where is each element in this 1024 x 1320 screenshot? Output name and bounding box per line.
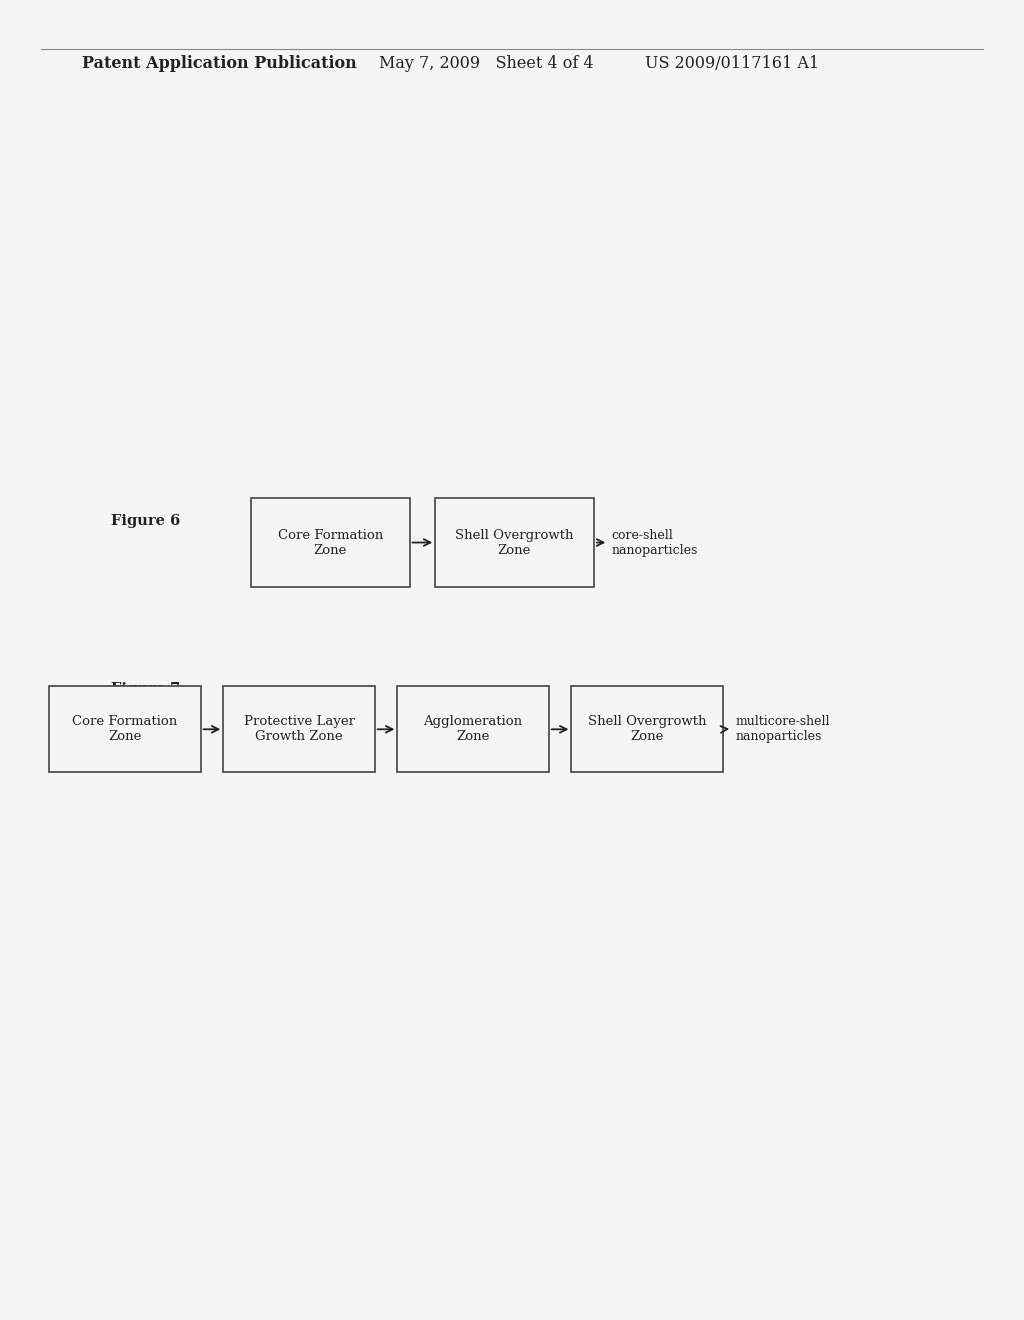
FancyBboxPatch shape: [223, 686, 375, 772]
Text: Core Formation
Zone: Core Formation Zone: [278, 528, 383, 557]
Text: Core Formation
Zone: Core Formation Zone: [73, 715, 177, 743]
Text: May 7, 2009   Sheet 4 of 4: May 7, 2009 Sheet 4 of 4: [379, 55, 594, 71]
Text: US 2009/0117161 A1: US 2009/0117161 A1: [645, 55, 819, 71]
FancyBboxPatch shape: [435, 498, 594, 587]
Text: Patent Application Publication: Patent Application Publication: [82, 55, 356, 71]
FancyBboxPatch shape: [251, 498, 410, 587]
Text: multicore-shell
nanoparticles: multicore-shell nanoparticles: [735, 714, 829, 743]
Text: core-shell
nanoparticles: core-shell nanoparticles: [611, 528, 697, 557]
Text: Figure 6: Figure 6: [111, 515, 180, 528]
Text: Shell Overgrowth
Zone: Shell Overgrowth Zone: [588, 715, 707, 743]
FancyBboxPatch shape: [49, 686, 201, 772]
FancyBboxPatch shape: [397, 686, 549, 772]
FancyBboxPatch shape: [571, 686, 723, 772]
Text: Figure 7: Figure 7: [111, 682, 180, 696]
Text: Shell Overgrowth
Zone: Shell Overgrowth Zone: [456, 528, 573, 557]
Text: Protective Layer
Growth Zone: Protective Layer Growth Zone: [244, 715, 354, 743]
Text: Agglomeration
Zone: Agglomeration Zone: [424, 715, 522, 743]
